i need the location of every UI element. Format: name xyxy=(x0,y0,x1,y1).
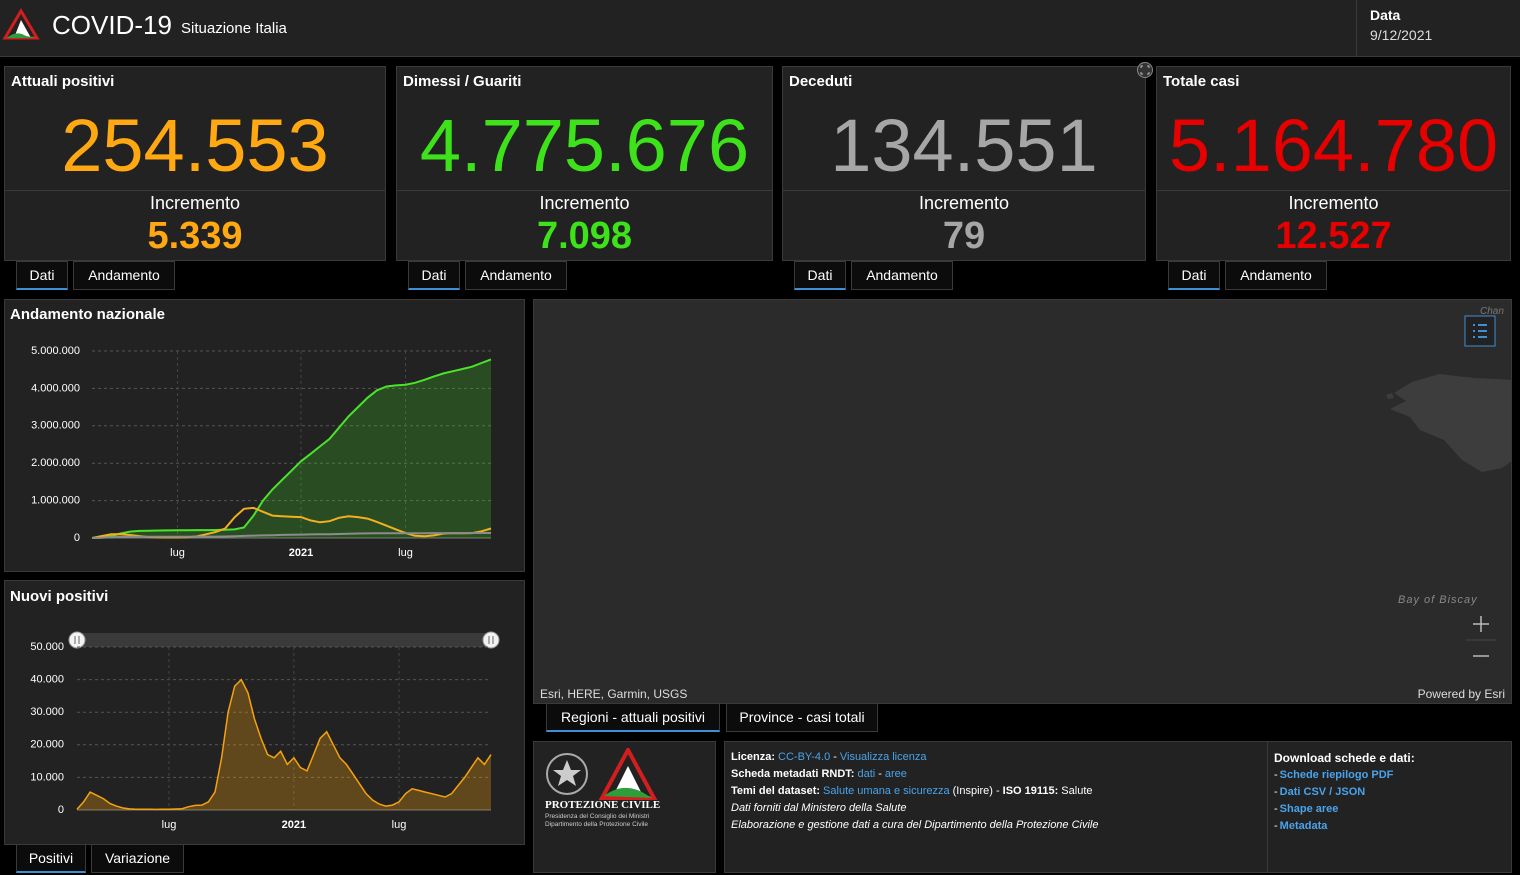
app-subtitle: Situazione Italia xyxy=(181,20,287,37)
tab[interactable]: Andamento xyxy=(73,261,175,290)
stat-card: Deceduti 134.551 Incremento 79 xyxy=(782,66,1146,261)
card-value: 254.553 xyxy=(61,104,329,187)
tab[interactable]: Positivi xyxy=(16,844,86,873)
link[interactable]: Schede riepilogo PDF xyxy=(1279,769,1394,781)
increment-value: 5.339 xyxy=(147,215,243,257)
increment-value: 7.098 xyxy=(536,215,633,257)
download-title: Download schede e dati: xyxy=(1274,751,1415,765)
fullscreen-button[interactable] xyxy=(1136,61,1154,79)
card-title: Dimessi / Guariti xyxy=(403,73,522,90)
bullet: - xyxy=(1274,769,1278,781)
tab[interactable]: Dati xyxy=(1168,261,1220,290)
info-line: Dati forniti dal Ministero della Salute xyxy=(731,802,907,814)
app-title: COVID-19 xyxy=(52,10,172,40)
separator: - xyxy=(878,768,882,780)
separator: - xyxy=(833,751,837,763)
link[interactable]: dati xyxy=(857,768,876,780)
stat-card: Totale casi 5.164.780 Incremento 12.527 xyxy=(1156,66,1511,261)
bullet: - xyxy=(1274,803,1278,815)
download-panel: Download schede e dati: - Schede riepilog… xyxy=(1267,741,1512,873)
increment-label: Incremento xyxy=(1288,193,1379,213)
download-item: - Dati CSV / JSON xyxy=(1274,786,1365,798)
download-item: - Metadata xyxy=(1274,820,1327,832)
increment-label: Incremento xyxy=(918,193,1010,213)
link[interactable]: Visualizza licenza xyxy=(839,751,927,763)
attribution: Powered by Esri xyxy=(1417,687,1505,701)
divider xyxy=(1356,0,1357,56)
link[interactable]: aree xyxy=(884,768,907,780)
map-label: Bay of Biscay xyxy=(1398,594,1478,606)
chart-panel xyxy=(4,580,525,845)
increment-value: 79 xyxy=(942,215,986,257)
download-item: - Schede riepilogo PDF xyxy=(1274,769,1393,781)
increment-value: 12.527 xyxy=(1275,215,1392,257)
attribution: Esri, HERE, Garmin, USGS xyxy=(540,687,688,701)
info-panel: Licenza: CC-BY-4.0- Visualizza licenza Sch… xyxy=(724,741,1268,873)
logo-line: Presidenza del Consiglio dei Ministri xyxy=(545,813,650,820)
map-label: Chan xyxy=(1480,306,1504,317)
logo xyxy=(2,8,40,40)
card-title: Attuali positivi xyxy=(11,73,115,90)
label: Temi del dataset: xyxy=(731,785,821,797)
info-line: Temi del dataset: Salute umana e sicurezz… xyxy=(731,785,1096,797)
land xyxy=(1390,374,1511,472)
date-label: Data xyxy=(1370,7,1401,23)
tab[interactable]: Andamento xyxy=(851,261,953,290)
bullet: - xyxy=(1274,820,1278,832)
label: Licenza: xyxy=(731,751,776,763)
card-divider xyxy=(1157,190,1510,191)
label: Scheda metadati RNDT: xyxy=(731,768,855,780)
increment-label: Incremento xyxy=(149,193,241,213)
card-title: Deceduti xyxy=(789,73,853,90)
link[interactable]: Shape aree xyxy=(1279,803,1339,815)
link[interactable]: CC-BY-4.0 xyxy=(778,751,831,763)
card-value: 134.551 xyxy=(830,104,1098,187)
info-line: Scheda metadati RNDT: dati - aree xyxy=(731,768,910,780)
increment-label: Incremento xyxy=(539,193,630,213)
stat-card: Dimessi / Guariti 4.775.676 Incremento 7.09… xyxy=(396,66,773,261)
map[interactable]: Chan Bay of Biscay Esri, HERE, Garmin, U… xyxy=(533,299,1512,704)
card-value: 4.775.676 xyxy=(419,104,750,187)
card-divider xyxy=(783,190,1145,191)
card-divider xyxy=(397,190,772,191)
header: COVID-19 Situazione Italia Data 9/12/202… xyxy=(0,0,1520,57)
card-divider xyxy=(5,190,385,191)
label: ISO 19115: xyxy=(1002,785,1059,797)
tab[interactable]: Variazione xyxy=(91,844,184,873)
logo-line: Dipartimento della Protezione Civile xyxy=(545,821,648,828)
link[interactable]: Salute umana e sicurezza xyxy=(823,785,950,797)
link[interactable]: Metadata xyxy=(1279,820,1328,832)
emblem xyxy=(546,748,658,800)
zoom-controls[interactable] xyxy=(1464,608,1498,672)
bullet: - xyxy=(1274,786,1278,798)
text: (Inspire) xyxy=(952,785,993,797)
chart-panel xyxy=(4,299,525,572)
tab[interactable]: Dati xyxy=(408,261,460,290)
tab[interactable]: Province - casi totali xyxy=(726,703,878,732)
logo-panel: PROTEZIONE CIVILE Presidenza del Consigl… xyxy=(533,741,716,873)
text: Salute xyxy=(1061,785,1093,797)
separator: - xyxy=(995,785,1000,797)
land xyxy=(1386,393,1394,399)
map-canvas xyxy=(1386,374,1511,472)
logo-name: PROTEZIONE CIVILE xyxy=(545,799,661,811)
legend-button[interactable] xyxy=(1464,315,1496,347)
link[interactable]: Dati CSV / JSON xyxy=(1279,786,1366,798)
tab[interactable]: Regioni - attuali positivi xyxy=(546,703,720,732)
tab[interactable]: Andamento xyxy=(1225,261,1327,290)
card-value: 5.164.780 xyxy=(1168,104,1499,187)
tab[interactable]: Dati xyxy=(794,261,846,290)
tab[interactable]: Dati xyxy=(16,261,68,290)
info-line: Elaborazione e gestione dati a cura del … xyxy=(731,819,1099,831)
tab[interactable]: Andamento xyxy=(465,261,567,290)
stat-card: Attuali positivi 254.553 Incremento 5.339 xyxy=(4,66,386,261)
card-title: Totale casi xyxy=(1163,73,1240,90)
info-line: Licenza: CC-BY-4.0- Visualizza licenza xyxy=(731,751,929,763)
download-item: - Shape aree xyxy=(1274,803,1338,815)
date-value: 9/12/2021 xyxy=(1370,27,1433,43)
